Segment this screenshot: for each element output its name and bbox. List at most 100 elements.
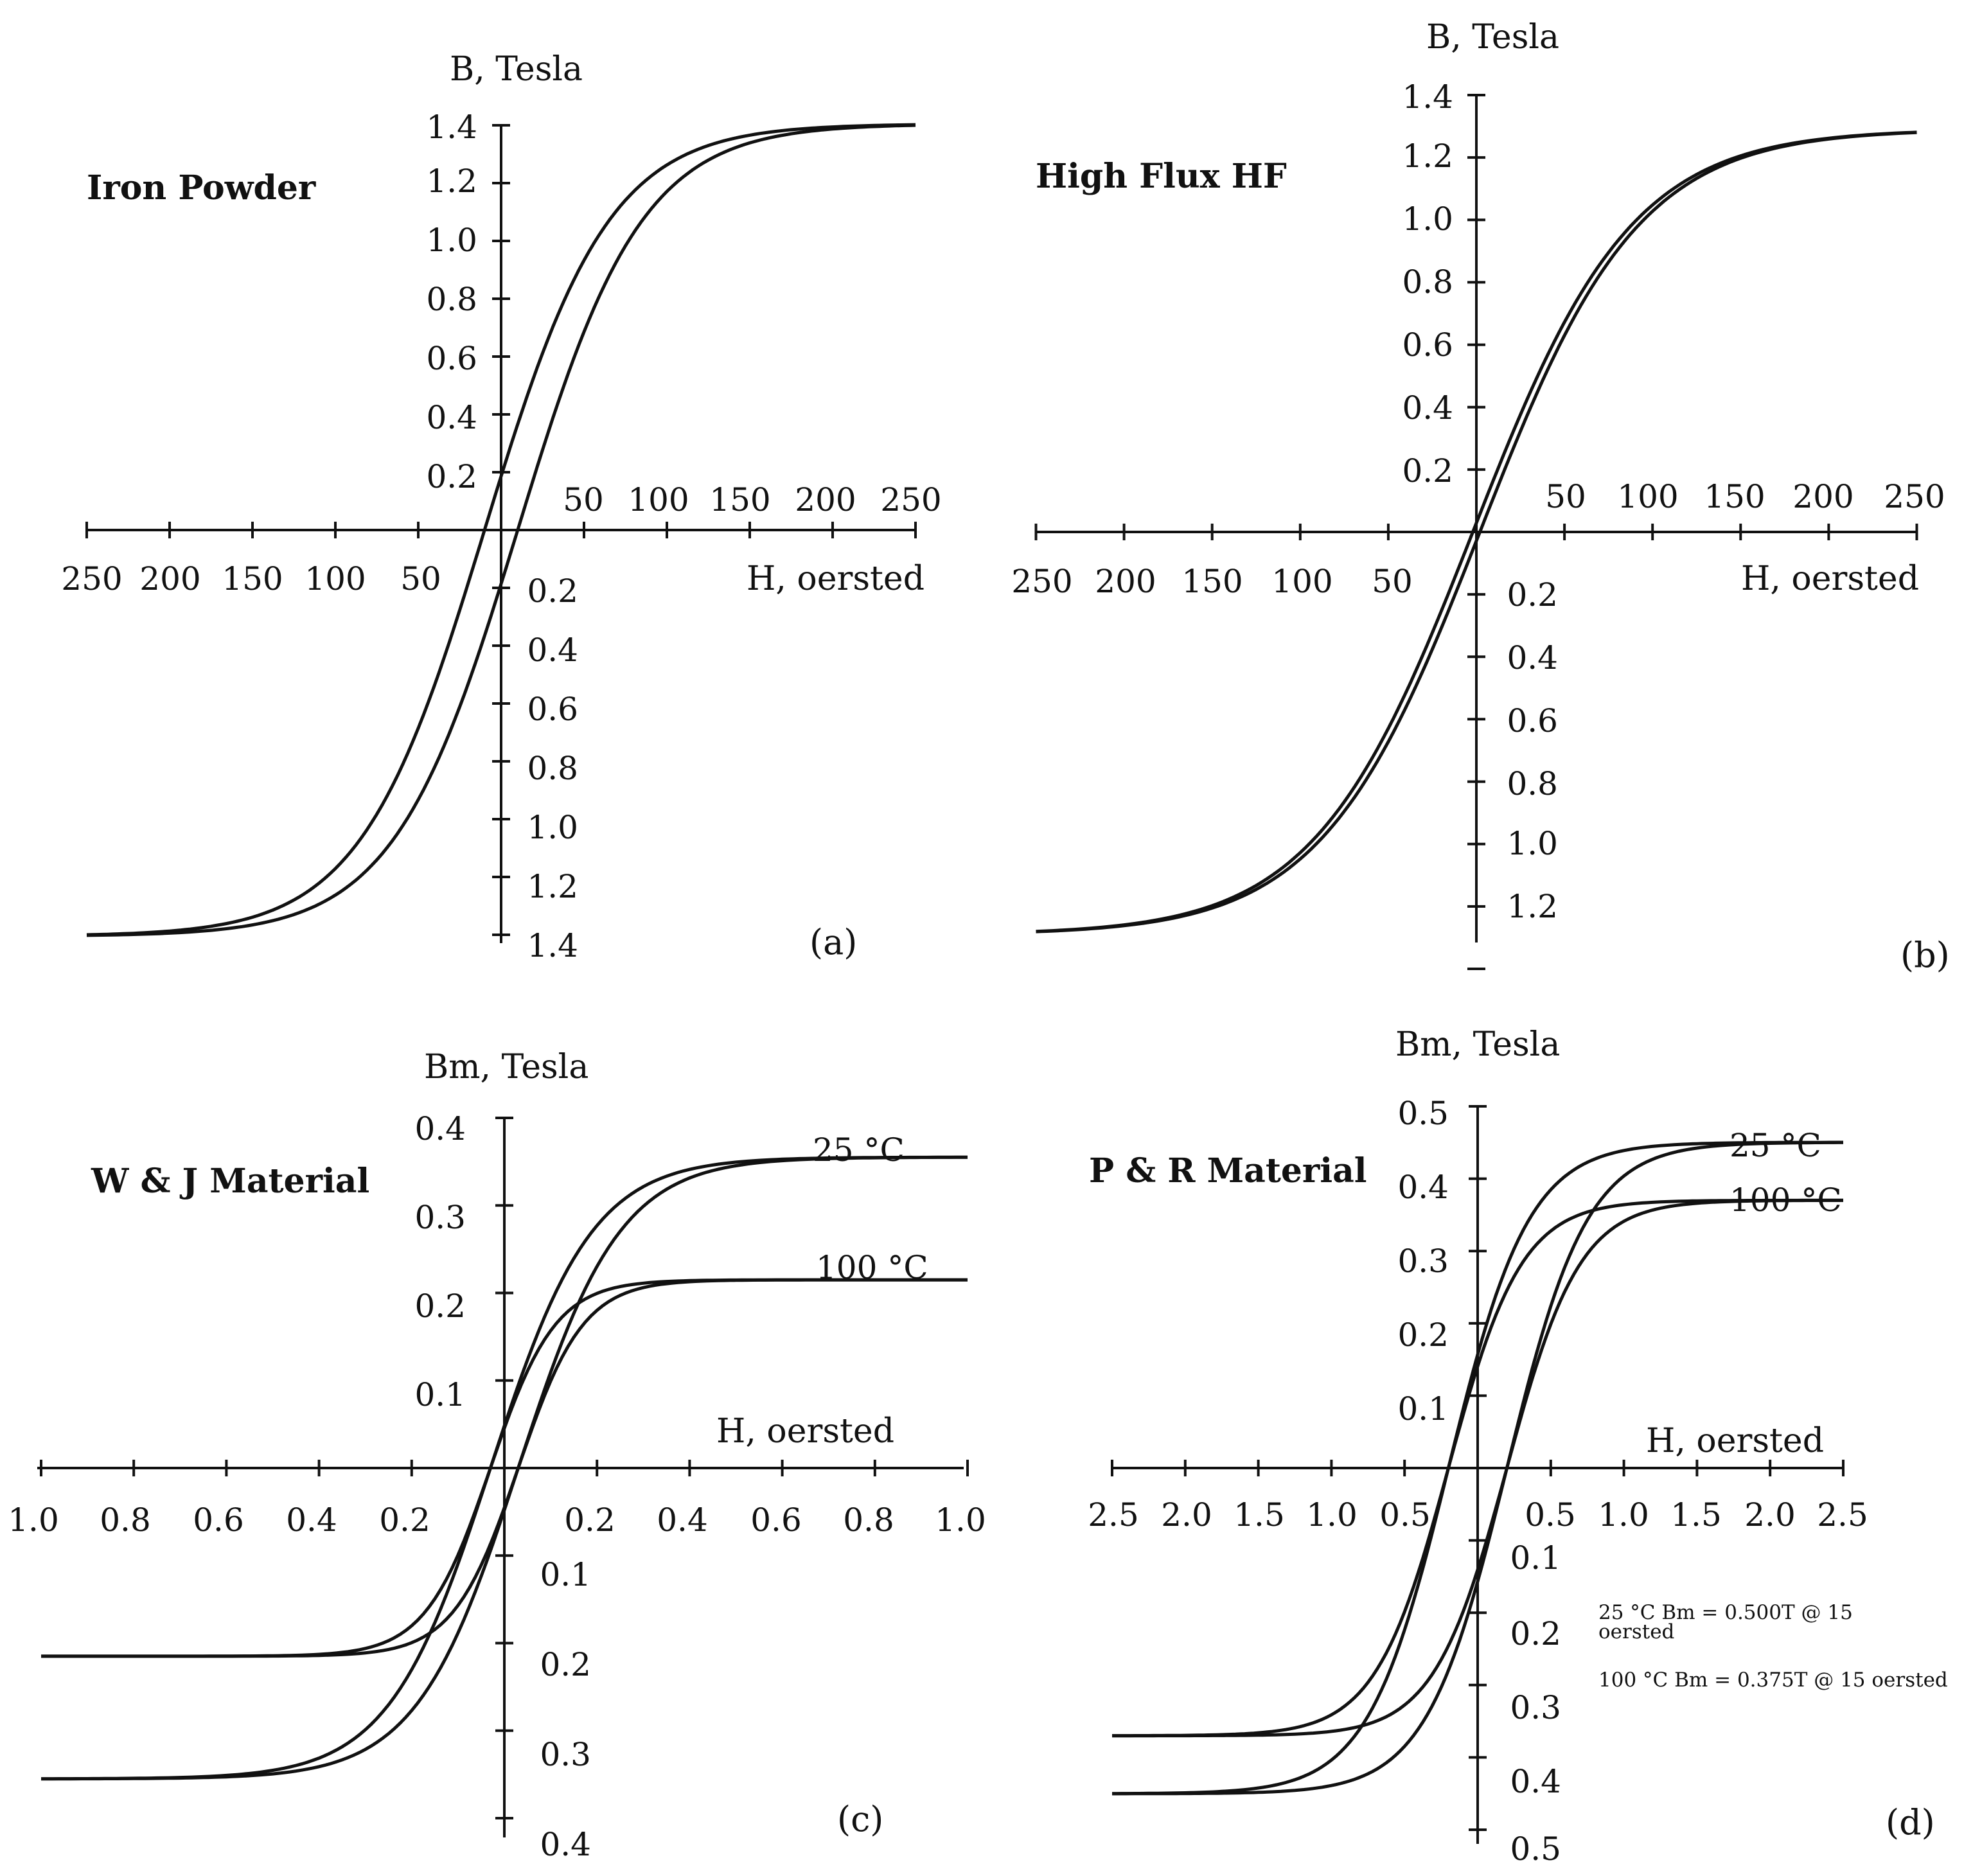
y-tick-label: 0.6 xyxy=(1402,326,1453,364)
y-tick-label: 0.3 xyxy=(540,1736,591,1773)
y-tick-label: 0.1 xyxy=(414,1376,466,1413)
y-tick-label: 0.8 xyxy=(426,281,477,318)
x-tick-label: 250 xyxy=(1884,478,1945,515)
y-tick-label: 0.1 xyxy=(1397,1390,1449,1428)
y-tick-label: 0.1 xyxy=(540,1556,591,1593)
panel-a: Iron Powder B, Tesla H, oersted (a) 250 … xyxy=(61,50,941,964)
y-tick-label: 0.2 xyxy=(540,1646,591,1683)
panel-c-ticks xyxy=(40,1117,969,1819)
x-tick-label: 200 xyxy=(1792,478,1853,515)
panel-d-label: (d) xyxy=(1886,1802,1935,1843)
panel-a-curve-hysteresisloop-ascending xyxy=(86,123,916,937)
panel-b-curve-hysteresisloop-ascending xyxy=(1036,130,1917,934)
y-tick-label: 0.6 xyxy=(527,691,578,728)
panel-b-title: High Flux HF xyxy=(1036,157,1287,196)
y-tick-label: 0.8 xyxy=(1402,263,1453,301)
y-tick-label: 1.2 xyxy=(426,163,477,200)
y-tick-label: 0.3 xyxy=(1510,1689,1561,1726)
y-tick-label: 0.2 xyxy=(1507,576,1558,614)
panel-d-series-100c-label: 100 °C xyxy=(1730,1181,1842,1219)
panel-c-xlabel: H, oersted xyxy=(716,1412,894,1451)
panel-d-note-line3: 100 °C Bm = 0.375T @ 15 oersted xyxy=(1598,1668,1948,1692)
panel-c-ylabel: Bm, Tesla xyxy=(424,1048,588,1086)
panel-d-note-line1: 25 °C Bm = 0.500T @ 15 xyxy=(1598,1601,1853,1624)
x-tick-label: 2.5 xyxy=(1817,1496,1868,1534)
y-tick-label: 1.2 xyxy=(527,868,578,905)
y-tick-label: 0.4 xyxy=(1510,1763,1561,1800)
panel-d-xticklabels-pos: 0.5 1.0 1.5 2.0 2.5 xyxy=(1525,1496,1868,1534)
y-tick-label: 0.2 xyxy=(1397,1316,1449,1354)
x-tick-label: 2.5 xyxy=(1088,1496,1139,1534)
panel-a-title: Iron Powder xyxy=(87,168,316,208)
panel-d-xticklabels-neg: 2.5 2.0 1.5 1.0 0.5 xyxy=(1088,1496,1431,1534)
y-tick-label: 0.1 xyxy=(1510,1539,1561,1577)
x-tick-label: 0.8 xyxy=(843,1501,894,1539)
panel-c-xticklabels-neg: 1.0 0.8 0.6 0.4 0.2 xyxy=(8,1501,430,1539)
panel-a-yticklabels-pos: 0.2 0.4 0.6 0.8 1.0 1.2 1.4 xyxy=(426,109,477,495)
y-tick-label: 1.0 xyxy=(426,222,477,259)
y-tick-label: 0.2 xyxy=(1402,452,1453,490)
panel-d-yticklabels-neg: 0.1 0.2 0.3 0.4 0.5 xyxy=(1510,1539,1561,1868)
panel-d-curves xyxy=(1112,1140,1843,1796)
y-tick-label: 0.4 xyxy=(414,1110,466,1147)
y-tick-label: 1.0 xyxy=(1507,825,1558,862)
x-tick-label: 0.6 xyxy=(193,1501,244,1539)
panel-d-xlabel: H, oersted xyxy=(1646,1422,1824,1460)
panel-c-label: (c) xyxy=(837,1799,883,1839)
panel-b-xticklabels-pos: 50 100 150 200 250 xyxy=(1545,478,1945,515)
panel-d-yticklabels-pos: 0.1 0.2 0.3 0.4 0.5 xyxy=(1397,1095,1449,1428)
panel-a-curve-hysteresisloop-descending xyxy=(86,123,916,937)
x-tick-label: 50 xyxy=(563,481,604,518)
panel-b-xlabel: H, oersted xyxy=(1741,560,1919,598)
x-tick-label: 0.4 xyxy=(657,1501,708,1539)
y-tick-label: 1.2 xyxy=(1402,137,1453,175)
panel-c-yticklabels-pos: 0.1 0.2 0.3 0.4 xyxy=(414,1110,466,1413)
panel-a-ticks xyxy=(85,124,917,936)
x-tick-label: 50 xyxy=(400,560,441,597)
panel-a-curves xyxy=(86,123,916,937)
y-tick-label: 0.4 xyxy=(540,1826,591,1863)
y-tick-label: 1.2 xyxy=(1507,888,1558,925)
y-tick-label: 0.5 xyxy=(1510,1830,1561,1868)
y-tick-label: 0.4 xyxy=(1507,639,1558,677)
y-tick-label: 0.2 xyxy=(527,572,578,610)
x-tick-label: 0.8 xyxy=(100,1501,151,1539)
x-tick-label: 100 xyxy=(305,560,366,597)
x-tick-label: 0.6 xyxy=(750,1501,802,1539)
x-tick-label: 0.5 xyxy=(1525,1496,1576,1534)
x-tick-label: 200 xyxy=(1095,563,1156,600)
y-tick-label: 0.6 xyxy=(1507,702,1558,739)
panel-c-series-100c-label: 100 °C xyxy=(816,1249,928,1286)
panel-a-xlabel: H, oersted xyxy=(747,560,924,598)
y-tick-label: 0.4 xyxy=(426,399,477,436)
panel-c: W & J Material Bm, Tesla H, oersted (c) … xyxy=(8,1048,986,1863)
x-tick-label: 200 xyxy=(795,481,856,518)
panel-c-curves xyxy=(41,1155,968,1781)
panel-c-title: W & J Material xyxy=(91,1162,369,1201)
y-tick-label: 0.8 xyxy=(527,750,578,787)
y-tick-label: 0.8 xyxy=(1507,765,1558,802)
panel-b-xticklabels-neg: 250 200 150 100 50 xyxy=(1011,563,1413,600)
y-tick-label: 0.4 xyxy=(1397,1169,1449,1206)
x-tick-label: 0.5 xyxy=(1379,1496,1431,1534)
panel-d-title: P & R Material xyxy=(1089,1151,1367,1190)
x-tick-label: 250 xyxy=(1011,563,1072,600)
x-tick-label: 150 xyxy=(709,481,770,518)
x-tick-label: 150 xyxy=(1704,478,1765,515)
panel-c-yticklabels-neg: 0.1 0.2 0.3 0.4 xyxy=(540,1556,591,1863)
x-tick-label: 0.2 xyxy=(379,1501,430,1539)
x-tick-label: 1.0 xyxy=(8,1501,59,1539)
panel-a-ylabel: B, Tesla xyxy=(450,50,583,89)
x-tick-label: 0.2 xyxy=(564,1501,615,1539)
y-tick-label: 0.2 xyxy=(1510,1615,1561,1652)
panel-d-curve-25c-ascending xyxy=(1112,1140,1843,1796)
panel-b-ylabel: B, Tesla xyxy=(1426,18,1559,57)
panel-b-label: (b) xyxy=(1900,935,1950,975)
x-tick-label: 1.0 xyxy=(1306,1496,1358,1534)
y-tick-label: 0.5 xyxy=(1397,1095,1449,1132)
x-tick-label: 250 xyxy=(880,481,941,518)
x-tick-label: 0.4 xyxy=(286,1501,337,1539)
panel-a-yticklabels-neg: 0.2 0.4 0.6 0.8 1.0 1.2 1.4 xyxy=(527,572,578,964)
panel-b-ticks xyxy=(1034,94,1918,970)
